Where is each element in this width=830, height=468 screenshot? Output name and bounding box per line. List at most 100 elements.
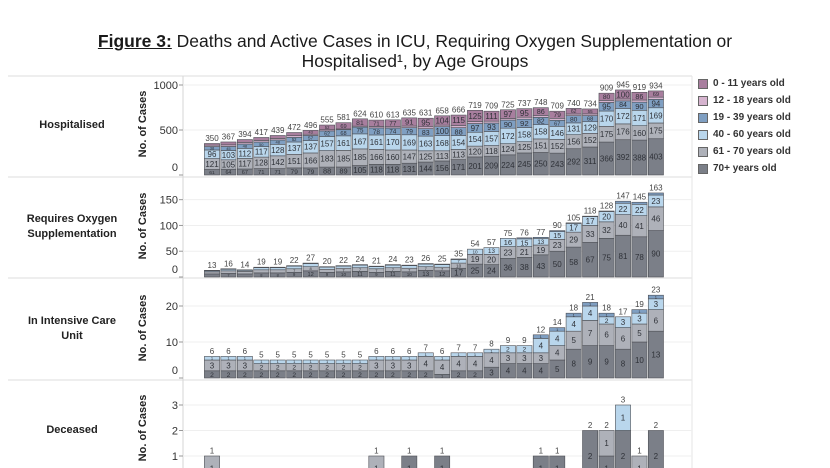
legend-swatch (698, 95, 708, 106)
total-label: 496 (304, 121, 318, 130)
bar-segment-oxygen-40-60 (483, 247, 500, 255)
legend-item-40-60[interactable]: 40 - 60 years old (698, 126, 828, 143)
segment-label: 3 (621, 318, 626, 327)
segment-label: 144 (419, 164, 433, 173)
legend-item-61-70[interactable]: 61 - 70 years old (698, 143, 828, 160)
bar-segment-hospitalised-0-11 (286, 132, 303, 136)
legend-item-0-11[interactable]: 0 - 11 years old (698, 75, 828, 92)
segment-label: 1 (342, 359, 345, 364)
legend-item-19-39[interactable]: 19 - 39 years old (698, 109, 828, 126)
segment-label: 1 (407, 465, 412, 468)
segment-label: 169 (403, 138, 417, 147)
bar-segment-hospitalised-0-11 (253, 137, 270, 141)
total-label: 6 (391, 347, 396, 356)
total-label: 90 (553, 221, 562, 230)
segment-label: 366 (600, 154, 614, 163)
segment-label: 2 (522, 347, 526, 354)
total-label: 1 (407, 447, 412, 456)
bar-segment-oxygen-19-39 (286, 265, 303, 267)
segment-label: 5 (571, 336, 576, 345)
segment-label: 7 (359, 267, 362, 272)
segment-label: 2 (358, 372, 362, 379)
segment-label: 1 (374, 465, 379, 468)
total-label: 18 (602, 304, 611, 313)
bar-segment-oxygen-61-70 (204, 271, 220, 275)
segment-label: 1 (375, 356, 378, 361)
segment-label: 166 (370, 153, 384, 162)
segment-label: 2 (276, 365, 280, 372)
segment-label: 92 (520, 119, 529, 128)
segment-label: 2 (259, 365, 263, 372)
total-label: 725 (501, 100, 515, 109)
bar-segment-oxygen-61-70 (236, 271, 253, 275)
bar-segment-oxygen-19-39 (631, 201, 648, 205)
bar-segment-icu-40-60 (319, 359, 335, 364)
total-label: 631 (419, 109, 433, 118)
segment-label: 1 (638, 309, 641, 314)
segment-label: 2 (292, 365, 296, 372)
segment-label: 175 (600, 130, 614, 139)
total-label: 5 (358, 351, 363, 360)
segment-label: 160 (386, 153, 400, 162)
segment-label: 78 (373, 129, 381, 136)
segment-label: 6 (604, 331, 609, 340)
total-label: 5 (292, 351, 297, 360)
bar-segment-icu-40-60 (236, 356, 253, 361)
bar-segment-oxygen-40-60 (500, 238, 516, 247)
segment-label: 3 (407, 361, 412, 370)
segment-label: 15 (553, 231, 561, 240)
segment-label: 67 (586, 256, 595, 265)
segment-label: 1 (227, 356, 230, 361)
segment-label: 80 (603, 94, 611, 101)
segment-label: 4 (522, 367, 527, 376)
segment-label: 2 (227, 372, 231, 379)
segment-label: 1 (441, 374, 444, 379)
segment-label: 48 (243, 144, 248, 149)
total-label: 17 (619, 307, 628, 316)
segment-label: 7 (588, 329, 593, 338)
segment-label: 21 (520, 248, 529, 257)
segment-label: 81 (356, 120, 364, 127)
total-label: 7 (473, 343, 478, 352)
segment-label: 95 (520, 109, 529, 118)
segment-label: 83 (422, 130, 430, 137)
segment-label: 52 (325, 125, 330, 130)
legend-swatch (698, 146, 708, 157)
segment-label: 77 (389, 121, 397, 128)
segment-label: 4 (440, 363, 445, 372)
legend-item-70-plus[interactable]: 70+ years old (698, 160, 828, 177)
segment-label: 7 (342, 267, 345, 272)
total-label: 658 (435, 106, 449, 115)
total-label: 6 (440, 347, 445, 356)
segment-label: 7 (293, 268, 296, 273)
figure-title-line-2: Hospitalised¹, by Age Groups (301, 51, 529, 71)
segment-label: 3 (637, 314, 642, 323)
bar-segment-hospitalised-0-11 (647, 90, 664, 98)
bar-segment-icu-40-60 (384, 356, 401, 361)
bar-segment-icu-40-60 (500, 345, 516, 354)
legend-item-12-18[interactable]: 12 - 18 years old (698, 92, 828, 109)
segment-label: 7 (457, 259, 460, 264)
segment-label: 2 (358, 365, 362, 372)
total-label: 75 (503, 229, 512, 238)
segment-label: 89 (339, 167, 347, 176)
legend-label: 40 - 60 years old (713, 129, 791, 140)
total-label: 2 (604, 421, 609, 430)
segment-label: 1 (392, 356, 395, 361)
segment-label: 1 (425, 352, 428, 357)
segment-label: 166 (304, 156, 318, 165)
total-label: 2 (654, 421, 659, 430)
bar-segment-icu-40-60 (483, 348, 500, 354)
segment-label: 17 (586, 217, 595, 226)
bar-segment-deceased-70-plus (401, 455, 418, 468)
segment-label: 79 (291, 169, 299, 176)
segment-label: 160 (633, 129, 647, 138)
segment-label: 161 (370, 138, 384, 147)
bar-segment-icu-19-39 (532, 334, 549, 339)
segment-label: 105 (222, 160, 236, 169)
bar-segment-hospitalised-0-11 (236, 139, 253, 143)
segment-label: 117 (255, 148, 268, 157)
total-label: 5 (325, 351, 330, 360)
segment-label: 97 (503, 110, 512, 119)
y-tick-label-icu: 0 (172, 365, 178, 377)
